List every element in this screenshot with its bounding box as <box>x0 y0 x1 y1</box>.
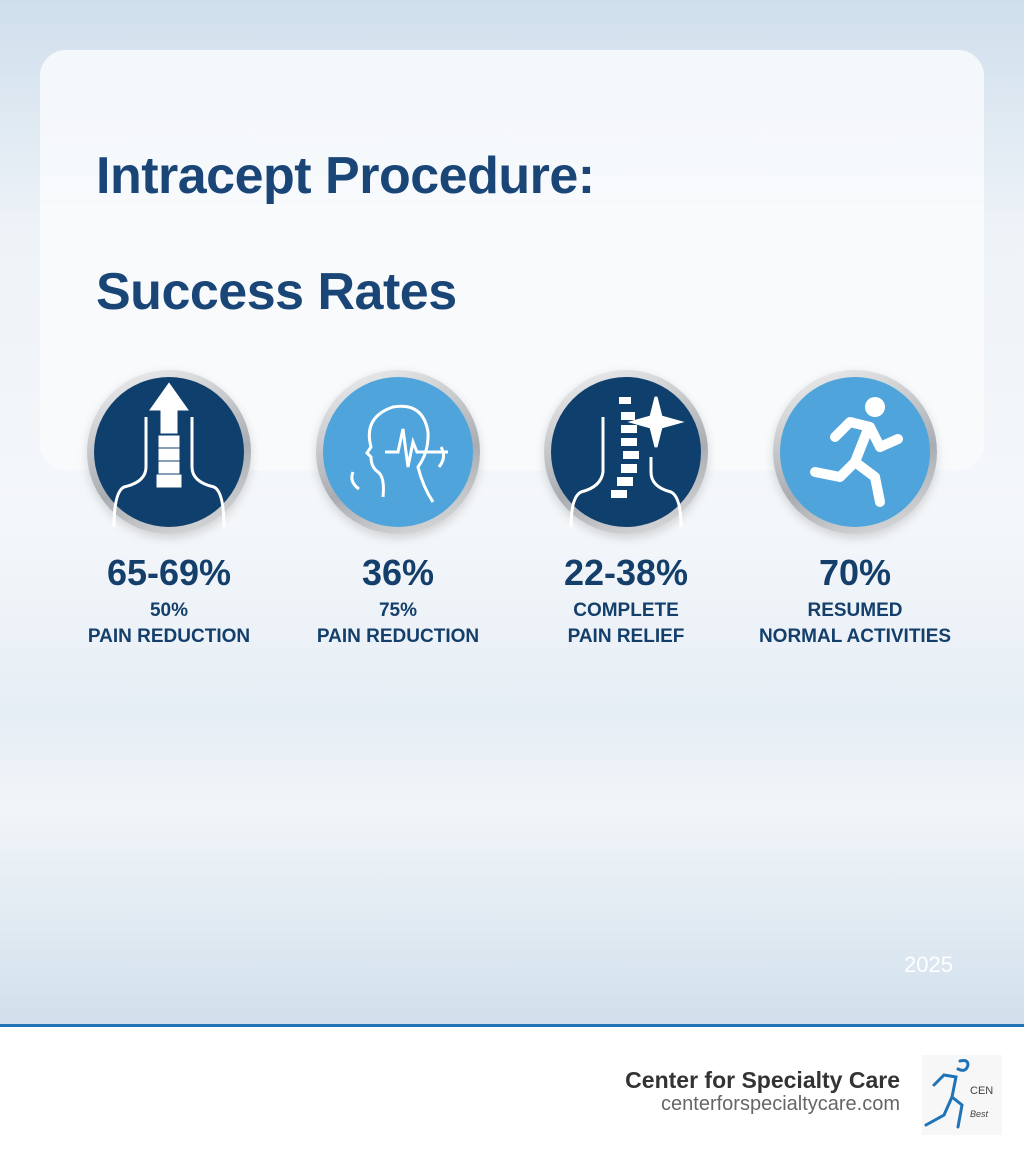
logo-text: CEN <box>970 1085 994 1097</box>
organization-name: Center for Specialty Care <box>625 1067 900 1093</box>
spine-arrow-up-icon <box>94 377 244 527</box>
stat-label: 50% PAIN REDUCTION <box>87 600 251 647</box>
running-person-icon <box>780 377 930 527</box>
head-pulse-icon <box>323 377 473 527</box>
stat-value: 65-69% <box>106 552 232 593</box>
stat-4: 70% RESUMED NORMAL ACTIVITIES <box>740 370 970 650</box>
website-link[interactable]: centerforspecialtycare.com <box>661 1093 900 1115</box>
title-line-1: Intracept Procedure: <box>96 147 595 205</box>
stat-3: 22-38% COMPLETE PAIN RELIEF <box>511 370 741 650</box>
stat-value: 36% <box>361 552 435 593</box>
stat-value: 22-38% <box>563 552 689 593</box>
title-line-2: Success Rates <box>96 263 457 321</box>
year-label: 2025 <box>904 952 953 977</box>
stat-label: 75% PAIN REDUCTION <box>316 600 480 647</box>
stat-value: 70% <box>818 552 892 593</box>
stat-2: 36% 75% PAIN REDUCTION <box>283 370 513 650</box>
spine-sparkle-icon <box>551 377 701 527</box>
footer: Center for Specialty Care centerforspeci… <box>0 1024 1024 1154</box>
organization-logo: CEN Best <box>922 1055 1002 1135</box>
stat-label: COMPLETE PAIN RELIEF <box>567 600 685 647</box>
stat-1: 65-69% 50% PAIN REDUCTION <box>54 370 284 650</box>
logo-tagline: Best <box>970 1109 989 1119</box>
stat-label: RESUMED NORMAL ACTIVITIES <box>758 600 952 647</box>
